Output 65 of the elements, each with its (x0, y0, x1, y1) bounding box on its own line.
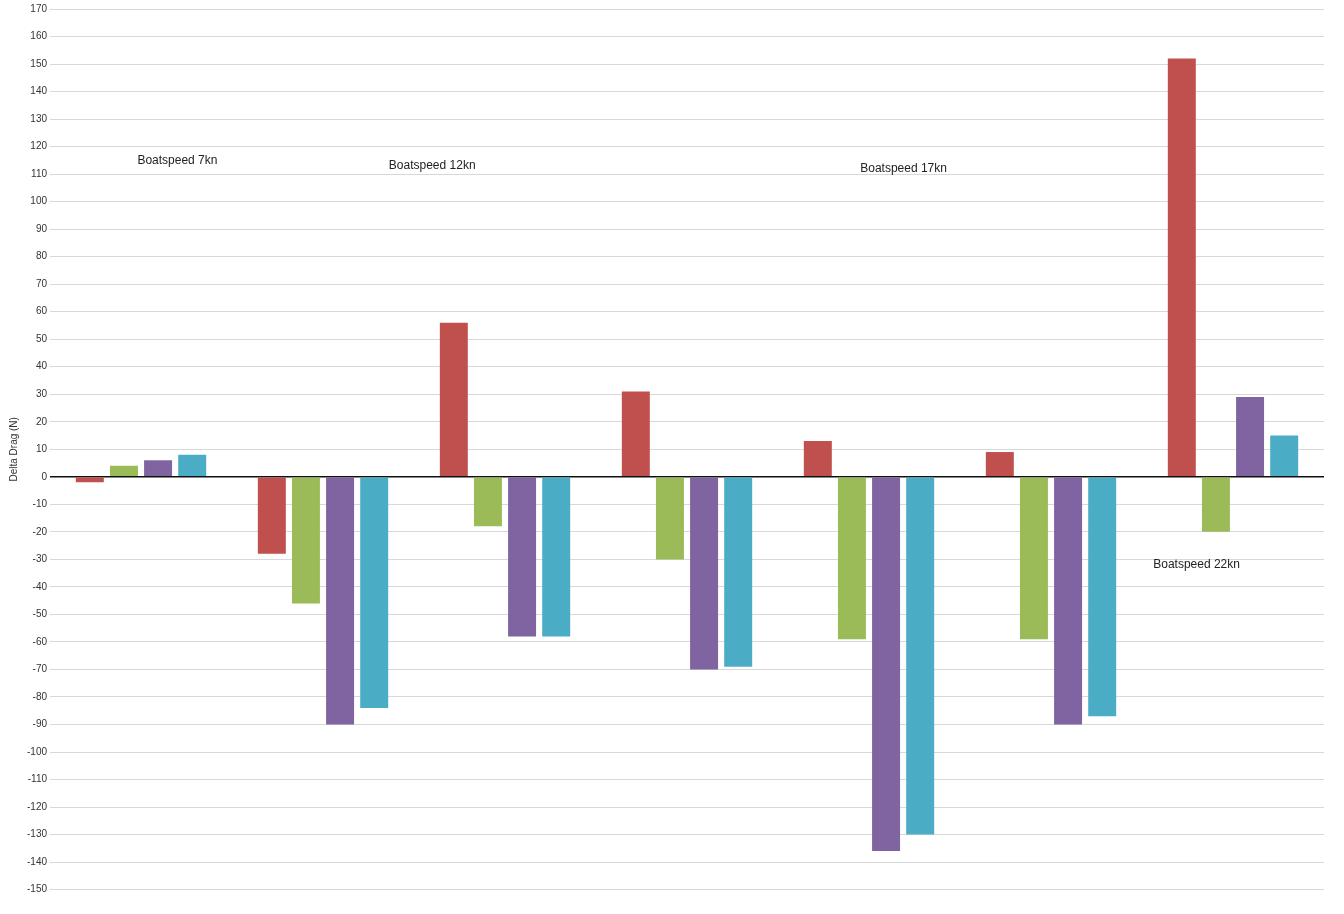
bar (1054, 477, 1083, 725)
y-tick-label: -20 (32, 525, 48, 537)
y-tick-label: -90 (32, 718, 48, 730)
y-tick-label: 100 (30, 195, 48, 207)
annotation: Boatspeed 7kn (137, 152, 218, 167)
bar (1088, 477, 1117, 717)
y-tick-label: 70 (35, 277, 48, 289)
annotation: Boatspeed 22kn (1153, 557, 1240, 572)
y-tick-label: 80 (35, 250, 48, 262)
y-tick-label: 60 (35, 305, 48, 317)
y-tick-label: 0 (41, 470, 48, 482)
y-tick-label: 10 (35, 443, 48, 455)
bar (1019, 477, 1048, 640)
y-tick-label: -110 (27, 773, 48, 785)
y-tick-label: 110 (31, 167, 48, 179)
y-tick-label: 50 (35, 332, 48, 344)
y-tick-label: 160 (30, 30, 48, 42)
y-tick-label: -120 (27, 800, 48, 812)
bar (360, 477, 389, 708)
bar (178, 454, 207, 477)
y-tick-label: -60 (32, 635, 48, 647)
y-tick-label: 140 (30, 85, 48, 97)
y-tick-label: -40 (32, 580, 48, 592)
annotation: Boatspeed 12kn (388, 158, 476, 173)
bar (872, 477, 901, 852)
bar (985, 452, 1014, 477)
bar (1167, 58, 1196, 477)
bar (257, 477, 286, 554)
y-tick-label: 170 (30, 2, 48, 14)
bar (690, 477, 719, 670)
bar (473, 477, 502, 527)
y-tick-label: 90 (35, 222, 48, 234)
y-tick-label: -130 (27, 828, 48, 840)
bar (326, 477, 355, 725)
y-tick-label: -140 (27, 855, 48, 867)
bar (109, 465, 138, 477)
bar (508, 477, 537, 637)
bar (621, 391, 650, 477)
y-tick-label: -80 (32, 690, 48, 702)
bar (1270, 435, 1299, 477)
bar (724, 477, 753, 667)
y-tick-label: -10 (32, 498, 48, 510)
y-tick-label: 120 (30, 140, 48, 152)
bar (1201, 477, 1230, 532)
bar (906, 477, 935, 835)
bar (837, 477, 866, 640)
bar (291, 477, 320, 604)
bar (655, 477, 684, 560)
bar (803, 441, 832, 477)
y-tick-label: -70 (32, 663, 48, 675)
y-tick-label: 130 (30, 112, 48, 124)
y-tick-label: 30 (35, 388, 48, 400)
y-tick-label: -30 (32, 553, 48, 565)
y-tick-label: -150 (27, 883, 48, 895)
y-tick-label: 40 (35, 360, 48, 372)
bar (439, 322, 468, 477)
bar (1236, 397, 1265, 477)
y-tick-label: -50 (32, 608, 48, 620)
annotation: Boatspeed 17kn (860, 160, 947, 175)
y-axis-title: Delta Drag (N) (7, 417, 19, 482)
bar (144, 460, 173, 477)
y-tick-label: -100 (27, 745, 48, 757)
y-tick-label: 150 (30, 57, 48, 69)
bar (542, 477, 571, 637)
y-tick-label: 20 (35, 415, 48, 427)
